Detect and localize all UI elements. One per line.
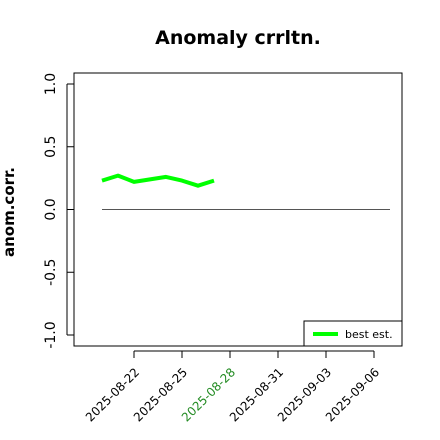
y-tick-label: 1.0	[43, 73, 59, 95]
legend: best est.	[303, 320, 403, 347]
series-line	[101, 173, 215, 188]
y-tick-label: -1.0	[43, 321, 59, 348]
y-axis-label: anom.corr.	[0, 167, 18, 257]
y-tick-label: -0.5	[43, 259, 59, 286]
x-axis: 2025-08-222025-08-252025-08-282025-08-31…	[83, 350, 382, 424]
y-axis: -1.0 -0.5 0.0 0.5 1.0	[43, 73, 74, 349]
series-layer	[101, 173, 215, 188]
y-tick-label: 0.0	[43, 198, 59, 220]
chart-title: Anomaly crrltn.	[155, 27, 321, 49]
legend-label: best est.	[345, 328, 393, 341]
y-tick-label: 0.5	[43, 136, 59, 158]
